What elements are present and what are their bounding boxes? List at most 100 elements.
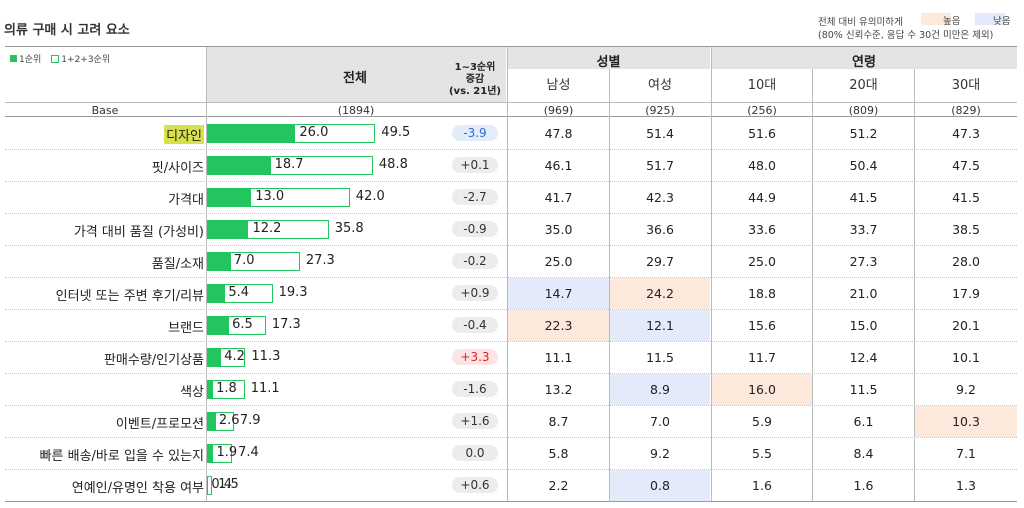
row-label: 이벤트/프로모션 [115, 417, 204, 432]
cell-male: 11.1 [544, 350, 573, 365]
bar-rank1 [207, 220, 249, 239]
cell-female: 24.2 [610, 278, 710, 309]
row-label: 판매수량/인기상품 [103, 353, 204, 368]
bar-rank1 [207, 156, 271, 175]
bar-rank1 [207, 412, 216, 431]
cell-10s: 5.5 [752, 446, 772, 461]
cell-male: 25.0 [544, 254, 573, 269]
value-rank123: 17.3 [271, 317, 301, 332]
bar-rank1 [207, 284, 226, 303]
change-pill: +0.1 [452, 157, 498, 173]
cell-30s: 10.3 [915, 406, 1017, 437]
cell-female: 8.9 [610, 374, 710, 405]
base-label: Base [91, 104, 119, 117]
row-label: 인터넷 또는 주변 후기/리뷰 [55, 289, 204, 304]
change-pill: +0.9 [452, 285, 498, 301]
value-rank1: 6.5 [232, 317, 253, 332]
bar-rank1 [207, 124, 296, 143]
row-divider [5, 277, 1017, 278]
row-divider [5, 373, 1017, 374]
cell-female: 12.1 [610, 310, 710, 341]
low-swatch [975, 13, 1005, 25]
column-divider [812, 69, 813, 501]
cell-20s: 21.0 [849, 286, 878, 301]
value-rank123: 48.8 [378, 157, 408, 172]
base-female: (925) [645, 104, 675, 117]
column-divider [711, 47, 712, 501]
cell-female: 7.0 [650, 414, 670, 429]
cell-10s: 48.0 [748, 158, 776, 173]
table-bottom-line [5, 501, 1017, 502]
row-label: 연예인/유명인 착용 여부 [71, 481, 204, 496]
cell-male: 46.1 [544, 158, 573, 173]
significance-note: (80% 신뢰수준, 응답 수 30건 미만은 제외) [818, 30, 994, 41]
high-swatch [921, 13, 951, 25]
column-divider [206, 47, 207, 501]
value-rank123: 49.5 [381, 125, 411, 140]
cell-female: 51.7 [646, 158, 674, 173]
value-rank1: 13.0 [255, 189, 285, 204]
header-bottom-line [5, 102, 1017, 103]
cell-10s: 33.6 [748, 222, 776, 237]
cell-10s: 15.6 [748, 318, 776, 333]
row-divider [5, 341, 1017, 342]
cell-female: 29.7 [646, 254, 674, 269]
row-divider [5, 405, 1017, 406]
value-rank1: 12.2 [252, 221, 282, 236]
header-col-30s: 30대 [915, 69, 1017, 102]
change-pill: -2.7 [452, 189, 498, 205]
header-change-line1: 1~3순위 [454, 62, 496, 73]
change-pill: +0.6 [452, 477, 498, 493]
cell-10s: 44.9 [748, 190, 776, 205]
cell-30s: 20.1 [952, 318, 980, 333]
cell-female: 42.3 [646, 190, 674, 205]
value-rank123: 11.3 [251, 349, 281, 364]
change-pill: +3.3 [452, 349, 498, 365]
value-rank1: 2.6 [218, 413, 240, 428]
header-change-line2: 증감 [465, 74, 485, 85]
header-age: 연령 [852, 55, 876, 70]
cell-30s: 47.3 [952, 126, 980, 141]
column-divider [507, 47, 508, 501]
row-divider [5, 245, 1017, 246]
change-pill: -3.9 [452, 125, 498, 141]
cell-20s: 51.2 [849, 126, 878, 141]
header-total: 전체 [343, 71, 367, 86]
cell-female: 0.8 [610, 470, 710, 501]
cell-10s: 5.9 [752, 414, 772, 429]
cell-10s: 51.6 [748, 126, 776, 141]
cell-20s: 33.7 [849, 222, 878, 237]
cell-male: 5.8 [548, 446, 569, 461]
cell-male: 8.7 [548, 414, 569, 429]
base-30s: (829) [951, 104, 981, 117]
column-divider [914, 69, 915, 501]
cell-10s: 16.0 [712, 374, 812, 405]
cell-20s: 50.4 [849, 158, 878, 173]
row-divider [5, 437, 1017, 438]
row-divider [5, 181, 1017, 182]
header-col-20s: 20대 [813, 69, 914, 102]
high-label: 높음 [943, 16, 961, 27]
cell-10s: 18.8 [748, 286, 776, 301]
column-divider [609, 69, 610, 501]
header-change-line3: (vs. 21년) [448, 86, 501, 97]
cell-10s: 11.7 [748, 350, 776, 365]
legend-outline-swatch [51, 54, 60, 63]
value-rank1: 5.4 [228, 285, 250, 300]
low-label: 낮음 [993, 16, 1011, 27]
bar-rank1 [207, 380, 214, 399]
header-total-bg [206, 47, 506, 102]
value-rank123: 7.4 [238, 445, 259, 460]
cell-30s: 28.0 [952, 254, 980, 269]
bar-rank1 [207, 444, 214, 463]
cell-20s: 1.6 [853, 478, 874, 493]
row-divider [5, 213, 1017, 214]
cell-30s: 1.3 [956, 478, 976, 493]
cell-female: 9.2 [650, 446, 670, 461]
cell-female: 51.4 [646, 126, 674, 141]
cell-20s: 8.4 [853, 446, 874, 461]
value-rank1: 0.4 [211, 477, 233, 492]
value-rank1: 18.7 [274, 157, 304, 172]
legend: 1순위 1+2+3순위 [10, 52, 110, 65]
cell-30s: 41.5 [952, 190, 980, 205]
